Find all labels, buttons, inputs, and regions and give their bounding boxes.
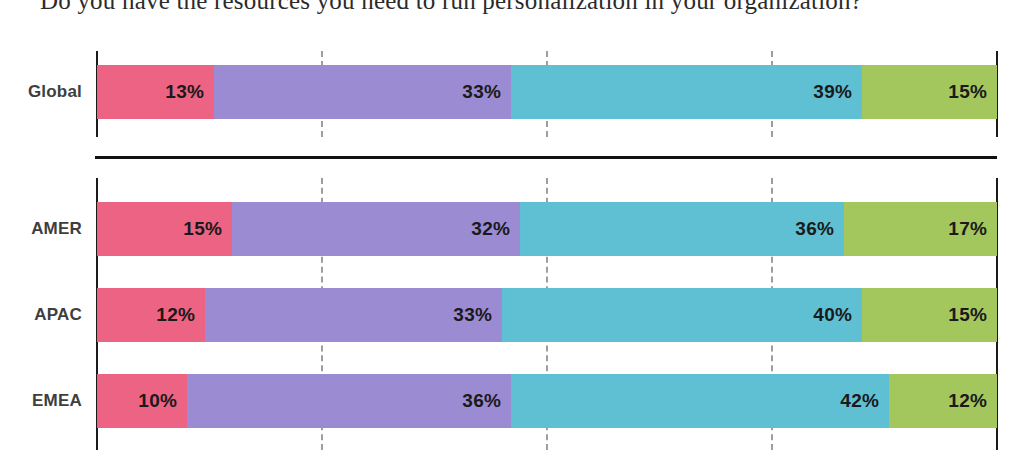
chart-title: Do you have the resources you need to ru… bbox=[40, 0, 862, 16]
segment-value-label: 10% bbox=[138, 390, 177, 412]
bar-rows: AMER15%32%36%17%APAC12%33%40%15%EMEA10%3… bbox=[97, 178, 997, 428]
bar-row-amer: AMER15%32%36%17% bbox=[97, 202, 997, 256]
row-label: EMEA bbox=[0, 374, 97, 428]
segment-value-label: 13% bbox=[165, 81, 204, 103]
segment-value-label: 40% bbox=[813, 304, 852, 326]
segment-value-label: 15% bbox=[948, 81, 987, 103]
segment-value-label: 32% bbox=[471, 218, 510, 240]
bar-segment: 39% bbox=[511, 65, 862, 119]
stacked-bar: 15% 32% 36% 17% bbox=[97, 202, 997, 256]
bar-segment: 36% bbox=[187, 374, 511, 428]
divider-line bbox=[95, 156, 997, 159]
segment-value-label: 15% bbox=[948, 304, 987, 326]
bar-segment: 42% bbox=[511, 374, 889, 428]
chart-group-regions: AMER 15% 32% 36% 17% APAC 12% 33% 40% 15% EMEA 10% 3… bbox=[0, 178, 1024, 450]
stacked-bar: 13% 33% 39% 15% bbox=[97, 65, 997, 119]
bar-segment: 15% bbox=[97, 202, 232, 256]
survey-bar-chart: Do you have the resources you need to ru… bbox=[0, 0, 1024, 450]
segment-value-label: 39% bbox=[813, 81, 852, 103]
chart-group-global: Global 13% 33% 39% 15% bbox=[0, 51, 1024, 137]
segment-value-label: 33% bbox=[453, 304, 492, 326]
row-label: APAC bbox=[0, 288, 97, 342]
row-label: Global bbox=[0, 65, 97, 119]
bar-segment: 33% bbox=[205, 288, 502, 342]
segment-value-label: 12% bbox=[948, 390, 987, 412]
bar-segment: 33% bbox=[214, 65, 511, 119]
segment-value-label: 15% bbox=[183, 218, 222, 240]
plot-area: AMER15%32%36%17%APAC12%33%40%15%EMEA10%3… bbox=[97, 178, 997, 450]
segment-value-label: 33% bbox=[462, 81, 501, 103]
bar-row-apac: APAC12%33%40%15% bbox=[97, 288, 997, 342]
bar-segment: 12% bbox=[889, 374, 997, 428]
stacked-bar: 10% 36% 42% 12% bbox=[97, 374, 997, 428]
bar-segment: 12% bbox=[97, 288, 205, 342]
plot-area: Global13%33%39%15% bbox=[97, 51, 997, 137]
bar-segment: 17% bbox=[844, 202, 997, 256]
row-label: AMER bbox=[0, 202, 97, 256]
bar-segment: 15% bbox=[862, 288, 997, 342]
bar-segment: 32% bbox=[232, 202, 520, 256]
bar-segment: 40% bbox=[502, 288, 862, 342]
bar-segment: 13% bbox=[97, 65, 214, 119]
bar-row-emea: EMEA10%36%42%12% bbox=[97, 374, 997, 428]
segment-value-label: 42% bbox=[840, 390, 879, 412]
segment-value-label: 36% bbox=[795, 218, 834, 240]
segment-value-label: 12% bbox=[156, 304, 195, 326]
bar-segment: 36% bbox=[520, 202, 844, 256]
bar-row-global: Global13%33%39%15% bbox=[97, 65, 997, 119]
segment-value-label: 17% bbox=[948, 218, 987, 240]
stacked-bar: 12% 33% 40% 15% bbox=[97, 288, 997, 342]
bar-segment: 15% bbox=[862, 65, 997, 119]
segment-value-label: 36% bbox=[462, 390, 501, 412]
bar-segment: 10% bbox=[97, 374, 187, 428]
